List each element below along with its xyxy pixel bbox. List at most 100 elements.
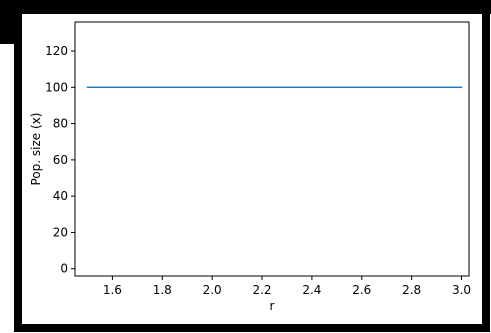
data-point — [346, 86, 349, 89]
data-point — [399, 86, 401, 89]
data-point — [134, 86, 136, 89]
data-point — [275, 86, 278, 89]
data-point — [176, 86, 178, 89]
data-point — [318, 86, 321, 89]
data-point — [386, 86, 388, 89]
data-point — [102, 86, 105, 89]
data-point — [269, 86, 271, 89]
data-point — [452, 86, 454, 89]
data-point — [374, 86, 377, 89]
chart-card — [14, 6, 490, 332]
data-point — [357, 86, 360, 89]
data-point — [306, 86, 308, 89]
data-point — [255, 86, 257, 89]
data-point — [325, 86, 327, 89]
data-point — [276, 86, 278, 89]
data-point — [414, 86, 416, 89]
data-point — [163, 86, 165, 89]
data-point — [215, 86, 218, 89]
data-point — [368, 86, 370, 89]
data-point — [204, 86, 206, 89]
data-point — [160, 86, 163, 89]
data-point — [242, 86, 245, 89]
data-point — [158, 86, 161, 89]
data-point — [308, 86, 310, 89]
data-point — [137, 86, 139, 89]
data-point — [241, 86, 244, 89]
data-point — [227, 86, 230, 89]
data-point — [129, 86, 132, 89]
y-tick-label: 120 — [45, 44, 68, 58]
data-point — [282, 86, 284, 89]
data-point — [382, 86, 384, 89]
data-point — [104, 86, 106, 89]
data-point — [328, 86, 330, 89]
data-point — [225, 86, 227, 89]
data-point — [272, 86, 275, 89]
data-point — [217, 86, 220, 89]
data-point — [333, 86, 336, 89]
data-point — [236, 86, 238, 89]
data-point — [91, 86, 93, 89]
data-point — [266, 86, 268, 89]
data-point — [437, 86, 439, 89]
data-point — [417, 86, 420, 89]
data-point — [331, 86, 334, 89]
data-point — [93, 86, 95, 89]
data-point — [212, 86, 214, 89]
data-point — [364, 86, 366, 89]
data-point — [213, 86, 216, 89]
data-point — [291, 86, 293, 89]
data-point — [244, 86, 247, 89]
data-point — [381, 86, 383, 89]
data-point — [309, 86, 311, 89]
data-point — [359, 86, 362, 89]
data-point — [315, 86, 318, 89]
data-point — [446, 86, 449, 89]
y-tick-label: 80 — [53, 117, 68, 131]
data-point — [214, 86, 217, 89]
data-point — [299, 86, 301, 89]
data-point — [250, 86, 252, 89]
data-point — [298, 86, 300, 89]
data-point — [200, 86, 203, 89]
y-tick-label: 40 — [53, 189, 68, 203]
data-point — [351, 86, 353, 89]
data-point — [247, 86, 250, 89]
data-point — [240, 86, 242, 89]
data-point — [386, 86, 389, 89]
data-point — [394, 86, 396, 89]
data-point — [361, 86, 364, 89]
data-point — [324, 86, 326, 89]
data-point — [296, 86, 298, 89]
data-point — [226, 86, 228, 89]
data-point — [323, 86, 325, 89]
data-point — [328, 86, 331, 89]
data-point — [392, 86, 394, 89]
data-point — [389, 86, 392, 89]
data-point — [141, 86, 144, 89]
data-point — [270, 86, 272, 89]
data-point — [413, 86, 415, 89]
data-point — [450, 86, 452, 89]
data-point — [342, 86, 344, 89]
data-point — [132, 86, 134, 89]
data-point — [213, 86, 215, 89]
data-point — [157, 86, 160, 89]
data-point — [249, 86, 251, 89]
data-point — [152, 86, 154, 89]
data-point — [119, 86, 121, 89]
data-point — [121, 86, 123, 89]
data-point — [105, 86, 107, 89]
data-point — [92, 86, 94, 89]
data-point — [367, 86, 369, 89]
data-point — [223, 86, 225, 89]
data-point — [168, 86, 170, 89]
data-point — [133, 86, 135, 89]
data-point — [405, 86, 408, 89]
data-point — [412, 86, 414, 89]
data-point — [349, 86, 351, 89]
data-point — [89, 86, 91, 89]
data-point — [218, 86, 221, 89]
